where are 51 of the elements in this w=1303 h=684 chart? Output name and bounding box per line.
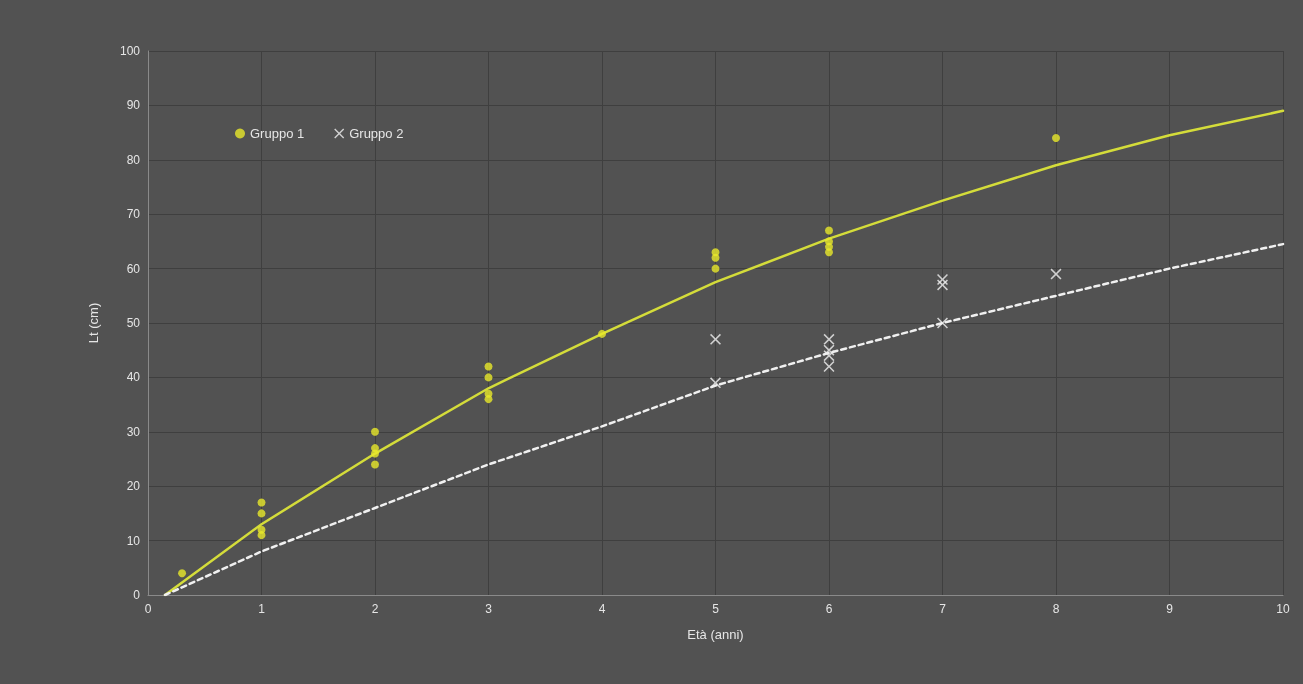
point	[371, 444, 379, 453]
point	[825, 237, 833, 246]
point	[1052, 134, 1060, 143]
y-tick-label: 40	[126, 370, 141, 385]
y-axis-title: Lt (cm)	[86, 302, 101, 344]
point	[257, 525, 266, 534]
x-tick-label: 8	[1052, 602, 1060, 616]
point	[1050, 268, 1062, 280]
y-tick-label: 70	[126, 207, 141, 222]
point	[484, 389, 493, 398]
x-tick-label: 2	[371, 602, 379, 616]
legend-label: Gruppo 2	[349, 126, 404, 141]
y-tick-label: 100	[119, 44, 141, 58]
point	[371, 427, 379, 436]
x-tick-label: 9	[1166, 602, 1174, 616]
x-axis-title: Età (anni)	[687, 627, 744, 642]
point	[937, 317, 948, 329]
y-tick-label: 80	[126, 152, 141, 167]
point	[937, 273, 948, 285]
point	[257, 498, 266, 507]
point	[710, 333, 721, 345]
x-tick-label: 7	[939, 602, 947, 616]
y-tick-label: 50	[126, 316, 141, 330]
point	[823, 344, 835, 356]
point	[823, 361, 835, 373]
line-series	[163, 242, 1285, 597]
point	[484, 362, 493, 371]
legend-label: Gruppo 1	[250, 126, 305, 141]
x-tick-label: 5	[712, 602, 720, 616]
point	[598, 329, 606, 338]
y-tick-label: 60	[126, 261, 141, 276]
point	[711, 248, 720, 257]
x-tick-label: 10	[1276, 602, 1290, 616]
x-tick-label: 0	[144, 602, 152, 616]
y-tick-label: 90	[126, 98, 141, 113]
x-tick-label: 3	[485, 602, 493, 616]
x-tick-label: 1	[258, 602, 266, 616]
point	[825, 226, 833, 235]
point	[823, 333, 835, 345]
point	[178, 569, 187, 578]
y-tick-label: 30	[126, 424, 141, 439]
point	[371, 460, 379, 469]
point	[710, 377, 721, 389]
y-tick-label: 10	[126, 533, 141, 548]
y-tick-label: 20	[126, 479, 141, 494]
x-tick-label: 6	[825, 602, 833, 616]
y-tick-label: 0	[133, 588, 141, 602]
point	[711, 264, 720, 273]
point	[484, 373, 493, 382]
point	[257, 509, 266, 518]
x-tick-label: 4	[598, 602, 606, 616]
